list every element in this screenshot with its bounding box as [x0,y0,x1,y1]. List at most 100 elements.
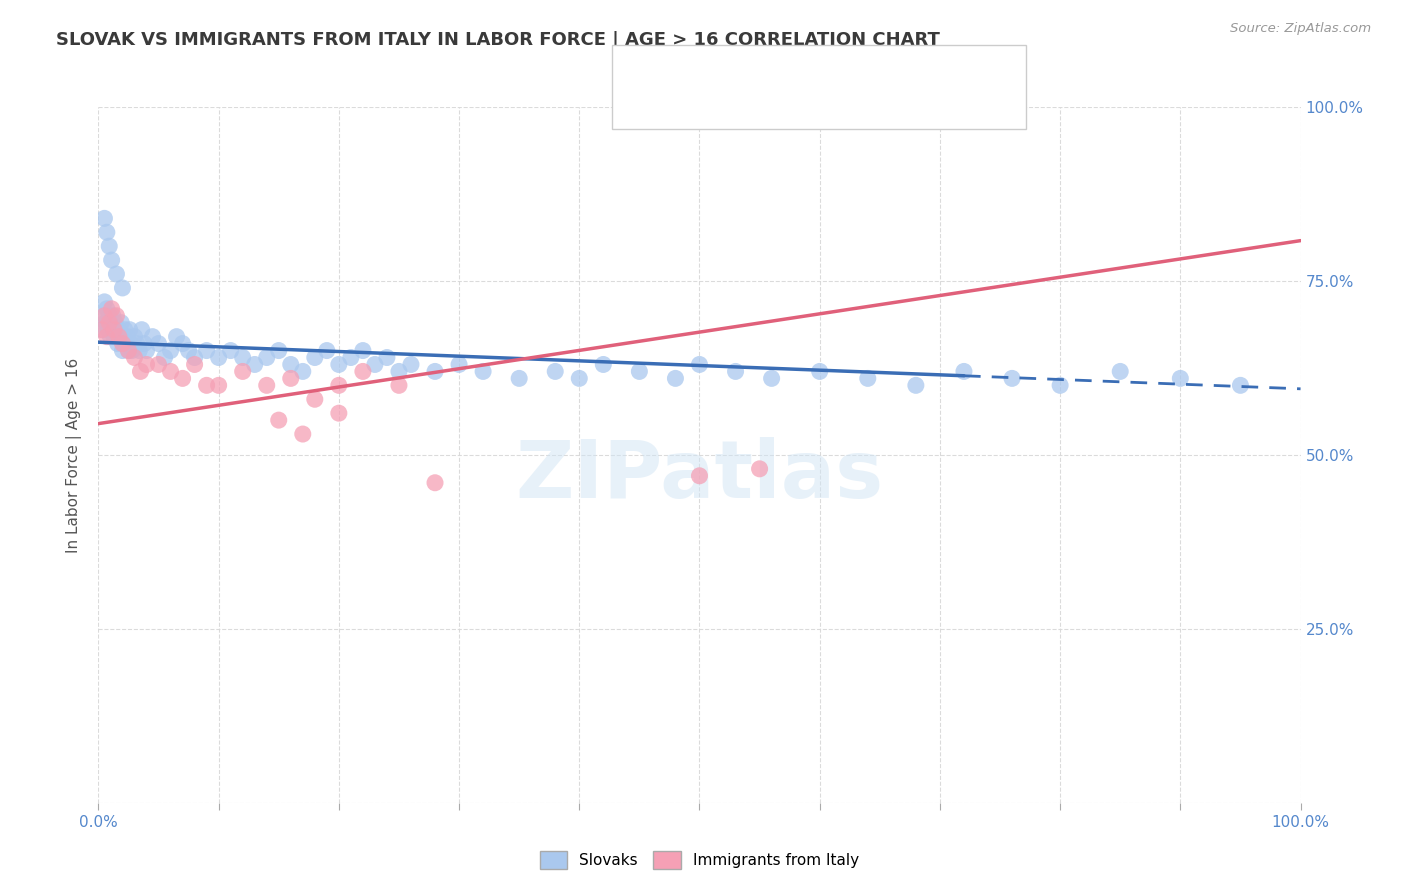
Point [100,323,122,337]
Point [141,329,163,343]
Point [243,358,266,372]
Point [208,351,231,365]
Point [100,316,122,330]
Text: 0.259: 0.259 [728,97,792,115]
Point [856,371,879,385]
Point [100,301,122,316]
Point [91,323,114,337]
Point [125,336,148,351]
Point [953,364,976,378]
Point [423,364,446,378]
Point [124,329,146,343]
Bar [627,101,666,118]
Point [423,475,446,490]
Point [177,343,200,358]
Point [315,343,337,358]
Point [117,343,139,358]
Point [135,343,157,358]
Point [118,323,141,337]
Text: -0.087: -0.087 [728,62,793,81]
Point [689,468,711,483]
Point [108,329,131,343]
Point [195,343,218,358]
Point [117,343,139,358]
Point [148,336,170,351]
Point [103,323,125,337]
Text: N =: N = [838,62,879,81]
Point [105,309,128,323]
Point [219,343,242,358]
Point [904,378,927,392]
Point [128,343,150,358]
Point [91,309,114,323]
Point [388,378,411,392]
Text: R =: R = [682,97,721,115]
Point [96,329,118,343]
Point [748,462,770,476]
Point [108,329,131,343]
Text: Source: ZipAtlas.com: Source: ZipAtlas.com [1230,22,1371,36]
Point [291,364,314,378]
Point [232,351,254,365]
Point [1229,378,1251,392]
Point [628,364,651,378]
Point [328,358,350,372]
Point [93,309,115,323]
Text: 86: 86 [886,62,911,81]
Point [1109,364,1132,378]
Point [280,358,302,372]
Point [93,211,115,226]
Point [98,309,121,323]
Point [148,358,170,372]
Text: ZIPatlas: ZIPatlas [516,437,883,515]
Point [304,351,326,365]
Text: 32: 32 [886,97,911,115]
Point [108,323,131,337]
Point [135,358,157,372]
Point [115,336,138,351]
Point [172,371,194,385]
Point [183,351,205,365]
Text: SLOVAK VS IMMIGRANTS FROM ITALY IN LABOR FORCE | AGE > 16 CORRELATION CHART: SLOVAK VS IMMIGRANTS FROM ITALY IN LABOR… [56,31,941,49]
Point [364,358,387,372]
Point [472,364,495,378]
Point [447,358,470,372]
Point [1001,371,1024,385]
Point [388,364,411,378]
Point [256,351,278,365]
Point [267,343,290,358]
Point [96,225,118,239]
Point [129,364,152,378]
Point [153,351,176,365]
Point [98,316,121,330]
Text: N =: N = [838,97,879,115]
Point [120,336,142,351]
Point [111,281,134,295]
Point [399,358,422,372]
Point [105,323,128,337]
Point [103,329,125,343]
Point [195,378,218,392]
Point [328,378,350,392]
Point [159,343,181,358]
Point [1049,378,1071,392]
Point [352,364,374,378]
Point [689,358,711,372]
Point [328,406,350,420]
Point [98,239,121,253]
Point [808,364,831,378]
Point [1170,371,1192,385]
Point [111,343,134,358]
Point [761,371,783,385]
Point [568,371,591,385]
Point [100,329,122,343]
Point [280,371,302,385]
Point [183,358,205,372]
Point [592,358,614,372]
Point [724,364,747,378]
Point [208,378,231,392]
Y-axis label: In Labor Force | Age > 16: In Labor Force | Age > 16 [66,358,83,552]
Point [267,413,290,427]
Point [232,364,254,378]
Point [105,267,128,281]
